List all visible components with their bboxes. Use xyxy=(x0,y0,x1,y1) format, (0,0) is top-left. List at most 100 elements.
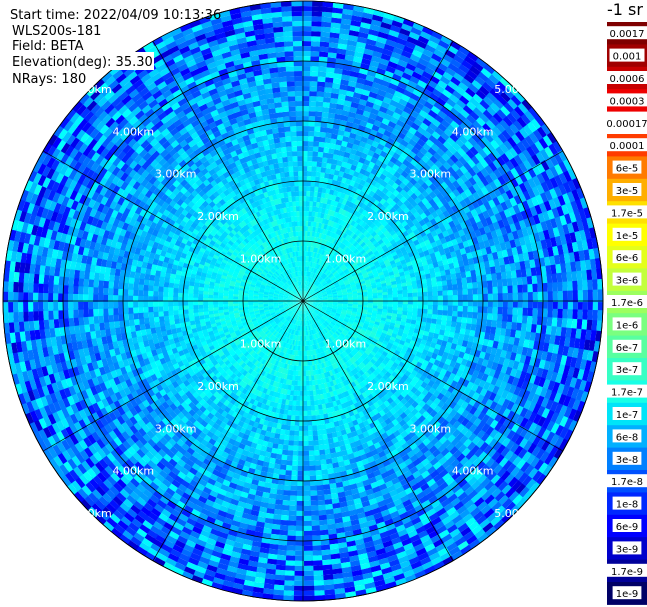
ppi-cell xyxy=(279,307,285,310)
ppi-cell xyxy=(308,261,312,267)
ppi-cell xyxy=(245,345,252,352)
ppi-cell xyxy=(294,288,298,293)
ppi-cell xyxy=(289,304,294,308)
ppi-cell xyxy=(313,333,317,340)
ppi-cell xyxy=(301,276,303,282)
ppi-cell xyxy=(241,276,248,281)
ppi-cell xyxy=(350,260,356,266)
ppi-cell xyxy=(263,268,269,274)
ppi-cell xyxy=(302,365,306,371)
ppi-cell xyxy=(256,355,263,362)
ppi-cell xyxy=(312,299,318,301)
ppi-cell xyxy=(263,293,269,297)
ppi-cell xyxy=(304,281,306,287)
ppi-cell xyxy=(312,297,318,300)
ppi-cell xyxy=(251,329,258,335)
ppi-cell xyxy=(307,320,310,326)
ppi-cell xyxy=(290,267,294,273)
ppi-cell xyxy=(345,285,352,289)
ppi-cell xyxy=(345,340,352,347)
ppi-cell xyxy=(270,285,277,289)
ppi-cell xyxy=(351,324,358,330)
ppi-cell xyxy=(246,319,253,324)
ppi-cell xyxy=(297,286,300,292)
ppi-cell xyxy=(300,310,302,316)
ppi-cell xyxy=(288,303,294,305)
ppi-cell xyxy=(300,291,303,297)
ppi-cell xyxy=(320,280,326,285)
ppi-cell xyxy=(322,274,328,280)
ppi-cell xyxy=(342,277,349,282)
ppi-cell xyxy=(262,254,268,261)
ppi-cell xyxy=(284,259,289,265)
ppi-cell xyxy=(288,295,294,298)
ppi-cell xyxy=(245,250,252,257)
ppi-cell xyxy=(239,337,246,344)
ppi-cell xyxy=(330,328,336,334)
ppi-cell xyxy=(344,280,350,285)
ppi-cell xyxy=(233,303,239,307)
ppi-cell xyxy=(339,271,345,276)
ppi-cell xyxy=(293,302,299,306)
ppi-cell xyxy=(334,245,340,252)
ppi-cell xyxy=(269,237,275,244)
ppi-cell xyxy=(293,302,299,304)
ppi-cell xyxy=(336,320,343,325)
ppi-cell xyxy=(325,286,331,291)
ppi-cell xyxy=(311,306,316,310)
ppi-cell xyxy=(322,329,327,335)
ppi-cell xyxy=(269,363,275,370)
ppi-cell xyxy=(344,342,350,348)
ppi-cell xyxy=(307,281,310,287)
ppi-cell xyxy=(267,317,273,322)
ppi-cell xyxy=(340,283,346,288)
ppi-cell xyxy=(295,325,298,331)
ppi-cell xyxy=(327,280,333,285)
ppi-cell xyxy=(285,348,290,354)
ppi-cell xyxy=(363,322,369,328)
ppi-cell xyxy=(238,270,245,275)
ppi-cell xyxy=(306,320,309,326)
ppi-cell xyxy=(342,320,349,325)
ppi-cell xyxy=(305,370,309,376)
ppi-cell xyxy=(283,325,288,331)
ppi-cell xyxy=(267,239,273,245)
ppi-cell xyxy=(319,312,324,316)
ppi-cell xyxy=(340,285,346,289)
ppi-cell xyxy=(274,307,280,311)
ppi-cell xyxy=(290,312,294,317)
ppi-cell xyxy=(328,282,334,287)
ppi-cell xyxy=(302,226,306,232)
ppi-cell xyxy=(250,314,256,319)
ppi-cell xyxy=(272,236,277,243)
ppi-cell xyxy=(232,272,239,278)
ppi-cell xyxy=(269,334,275,340)
ppi-cell xyxy=(288,297,294,299)
ppi-cell xyxy=(309,277,313,283)
ppi-cell xyxy=(268,307,274,310)
ppi-cell xyxy=(249,285,255,290)
ppi-cell xyxy=(309,307,314,312)
ppi-cell xyxy=(333,362,339,369)
ppi-cell xyxy=(300,241,304,247)
ppi-cell xyxy=(294,266,297,272)
ppi-cell xyxy=(297,310,300,316)
ppi-cell xyxy=(283,284,288,289)
ppi-cell xyxy=(255,282,262,286)
ppi-cell xyxy=(262,327,268,332)
ppi-cell xyxy=(340,314,346,319)
ppi-cell xyxy=(296,315,299,321)
ppi-cell xyxy=(348,278,355,283)
ppi-cell xyxy=(288,302,294,304)
ppi-cell xyxy=(268,293,274,296)
ppi-cell xyxy=(258,309,265,313)
ppi-cell xyxy=(238,304,244,309)
ppi-cell xyxy=(308,308,313,314)
ppi-cell xyxy=(320,336,325,342)
ppi-cell xyxy=(333,280,339,285)
ppi-cell xyxy=(338,279,344,284)
ppi-cell xyxy=(315,343,319,350)
ppi-cell xyxy=(328,231,334,238)
ppi-cell xyxy=(281,324,286,330)
ppi-cell xyxy=(257,319,263,324)
